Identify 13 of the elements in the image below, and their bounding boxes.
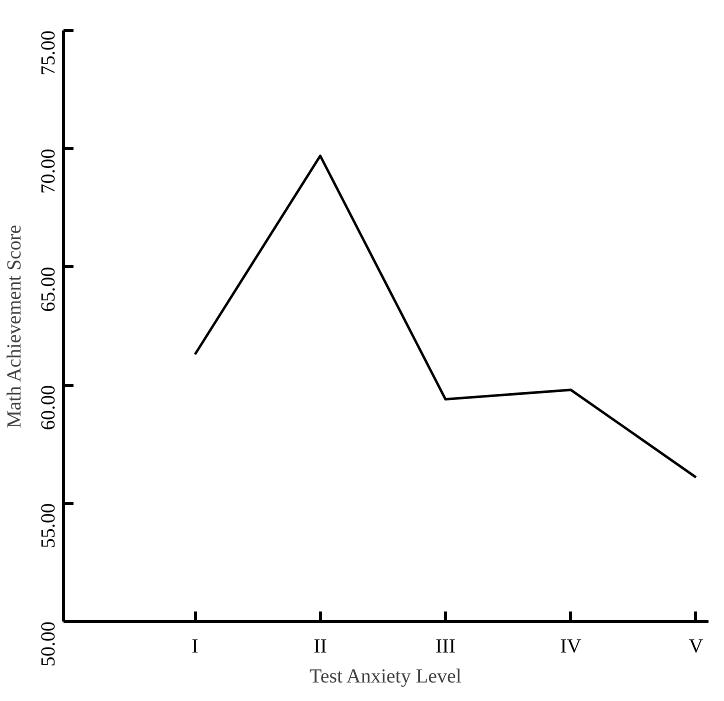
y-tick-label: 70.00 <box>38 148 60 194</box>
x-tick-label: IV <box>560 636 582 658</box>
x-tick-label: I <box>192 636 198 658</box>
y-tick-label: 75.00 <box>38 30 60 76</box>
x-tick-label: III <box>436 636 456 658</box>
y-tick-label: 60.00 <box>38 385 60 430</box>
x-axis-title: Test Anxiety Level <box>310 666 462 688</box>
y-axis-title: Math Achievement Score <box>4 224 26 428</box>
y-tick-label: 50.00 <box>38 622 60 666</box>
y-tick-label: 65.00 <box>38 266 60 312</box>
x-tick-label: II <box>314 636 327 658</box>
x-tick-label: V <box>688 636 704 658</box>
y-tick-label: 55.00 <box>38 503 60 548</box>
